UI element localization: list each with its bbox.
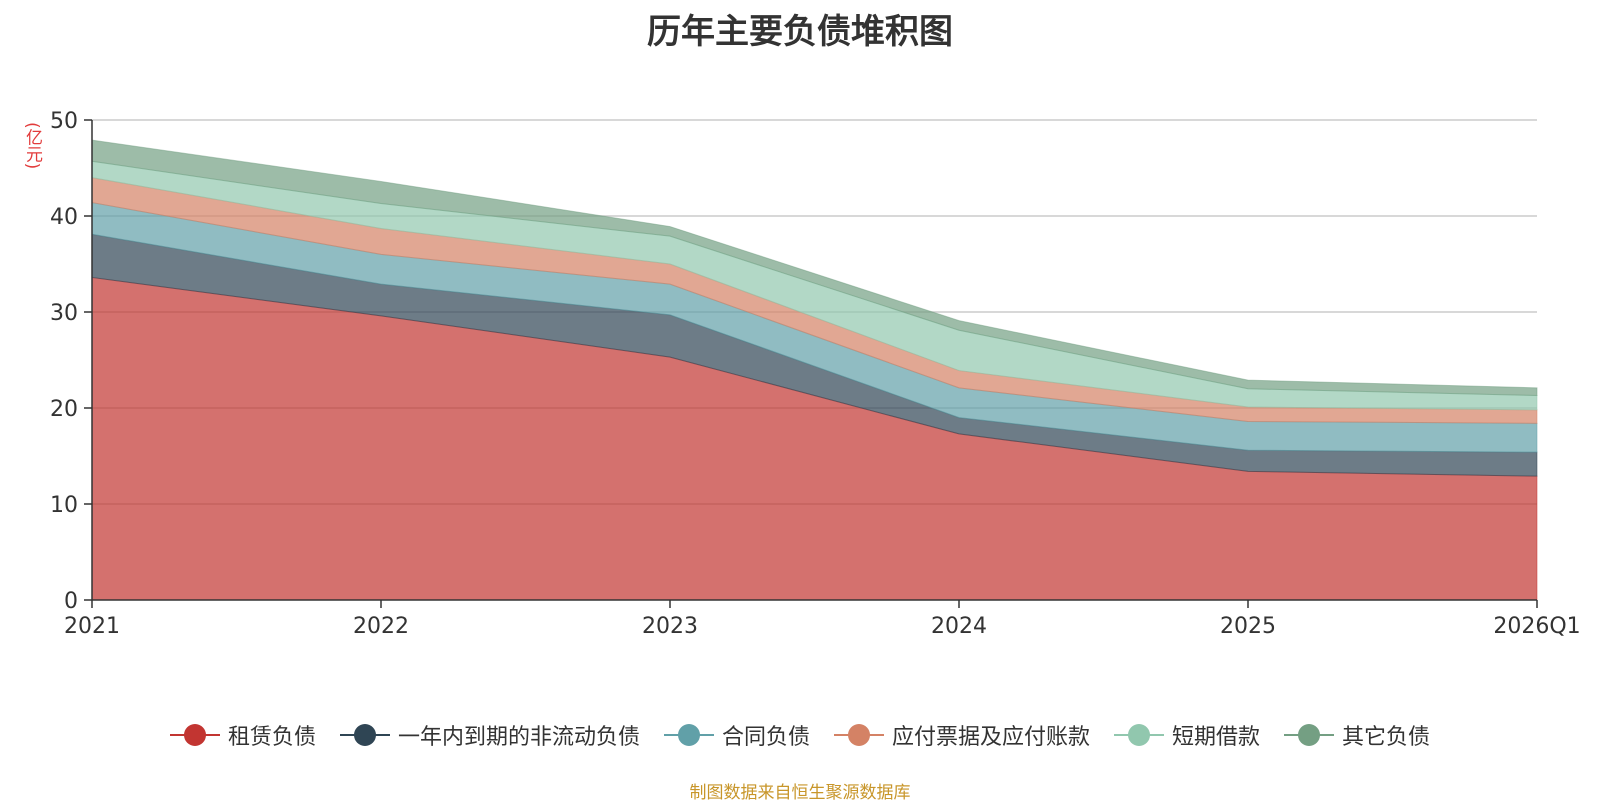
legend-label: 应付票据及应付账款 [892, 725, 1091, 750]
y-tick-label: 20 [50, 397, 78, 422]
legend-marker-icon [169, 723, 220, 747]
area-series-5 [91, 139, 1538, 397]
legend-label: 其它负债 [1342, 725, 1431, 750]
x-tick-label: 2026Q1 [1493, 614, 1580, 639]
x-tick-label: 2021 [64, 614, 120, 639]
x-tick-label: 2024 [931, 614, 987, 639]
y-tick-label: 30 [50, 301, 78, 326]
legend-item-0[interactable]: 租赁负债 [169, 719, 316, 751]
y-tick-label: 50 [50, 109, 78, 134]
legend-item-1[interactable]: 一年内到期的非流动负债 [339, 719, 640, 751]
area-series [91, 139, 1538, 601]
legend: 租赁负债 一年内到期的非流动负债 合同负债 应付票据及应付账款 短期借款 其它负债 [0, 718, 1600, 752]
legend-item-2[interactable]: 合同负债 [663, 719, 810, 751]
legend-label: 短期借款 [1172, 725, 1261, 750]
chart-title: 历年主要负债堆积图 [647, 12, 953, 52]
y-axis-unit-label: (亿元) [22, 122, 42, 170]
y-tick-label: 0 [64, 589, 78, 614]
legend-label: 合同负债 [721, 725, 810, 750]
axes: 0 10 20 30 40 50 2021 2022 2023 2024 2025 2026Q1 [50, 109, 1581, 639]
legend-label: 一年内到期的非流动负债 [397, 725, 640, 750]
legend-item-5[interactable]: 其它负债 [1284, 719, 1430, 751]
legend-marker-icon [1284, 723, 1335, 747]
y-tick-label: 10 [50, 493, 78, 518]
legend-item-4[interactable]: 短期借款 [1114, 719, 1260, 751]
stacked-area-chart: 0 10 20 30 40 50 2021 2022 2023 2024 2025 2026Q1 [50, 109, 1581, 639]
legend-item-3[interactable]: 应付票据及应付账款 [834, 719, 1090, 751]
legend-marker-icon [1114, 723, 1165, 747]
x-tick-label: 2023 [642, 614, 698, 639]
x-tick-label: 2022 [353, 614, 409, 639]
source-note: 制图数据来自恒生聚源数据库 [689, 783, 911, 803]
legend-marker-icon [834, 723, 884, 747]
y-tick-label: 40 [50, 205, 78, 230]
x-tick-label: 2025 [1220, 614, 1276, 639]
legend-marker-icon [663, 723, 714, 747]
legend-marker-icon [339, 723, 390, 747]
legend-label: 租赁负债 [227, 725, 316, 750]
